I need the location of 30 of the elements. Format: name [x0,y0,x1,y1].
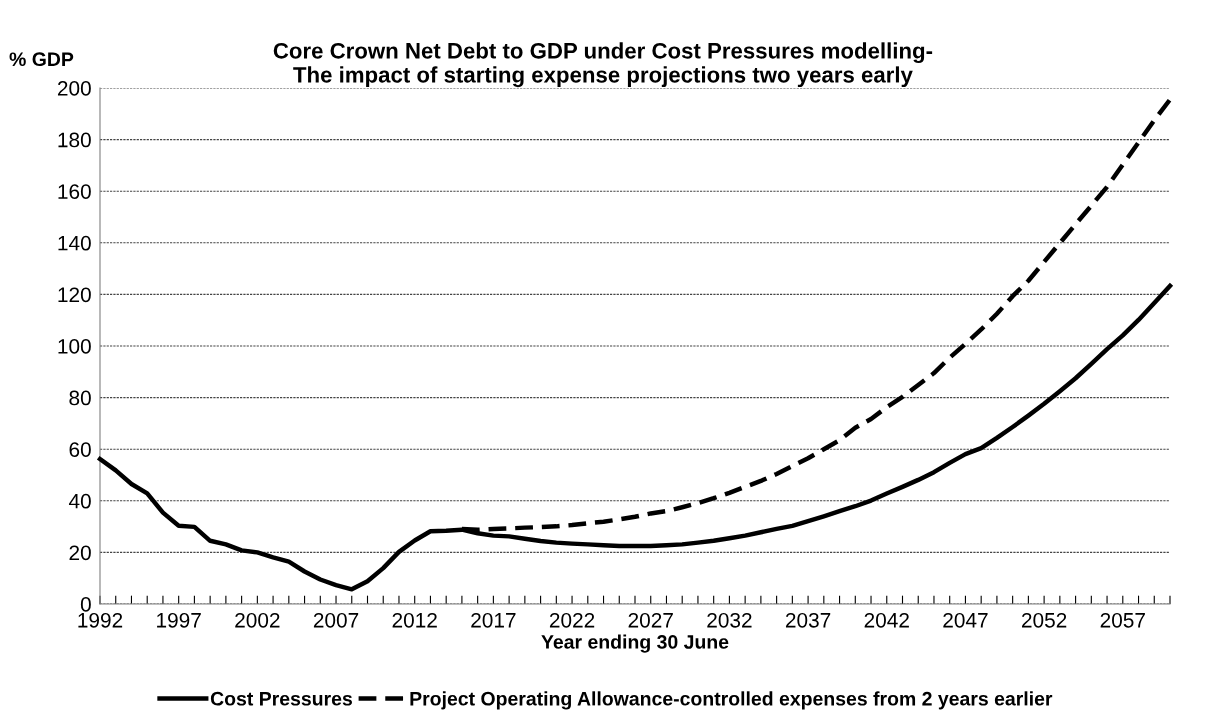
x-tick-label: 2007 [313,612,359,628]
x-tick-label: 2022 [549,612,595,628]
y-axis-title: % GDP [9,52,74,67]
x-tick-label: 1992 [78,612,123,628]
y-tick-label: 0 [80,597,91,612]
x-tick-label: 2017 [471,612,516,628]
x-tick-label: 2057 [1100,612,1145,628]
y-tick-label: 200 [57,81,91,96]
y-tick-label: 80 [69,390,91,406]
y-tick-label: 180 [58,132,91,148]
y-tick-label: 140 [58,235,91,251]
x-tick-label: 2032 [707,612,752,628]
x-tick-label: 2027 [628,612,673,628]
x-tick-label: 2042 [864,612,909,628]
y-tick-label: 60 [69,442,91,457]
y-tick-label: 100 [58,339,91,354]
y-tick-label: 160 [58,184,91,199]
x-tick-label: 2002 [235,612,280,628]
x-tick-label: 2037 [785,612,831,628]
x-tick-label: 2047 [943,612,988,628]
legend-label: Cost Pressures [210,691,352,706]
y-tick-label: 40 [68,493,91,509]
x-tick-label: 2012 [392,612,437,628]
x-tick-label: 2052 [1022,612,1067,628]
legend-label: Project Operating Allowance-controlled expenses from 2 years earlier [410,691,1053,710]
x-tick-label: 1997 [157,612,201,628]
x-axis-title: Year ending 30 June [541,634,729,653]
chart-title: Core Crown Net Debt to GDP under Cost Pressures modelling- The impact of starting expense projections two years early [273,42,933,88]
y-tick-label: 120 [58,287,91,303]
y-tick-label: 20 [69,545,91,561]
